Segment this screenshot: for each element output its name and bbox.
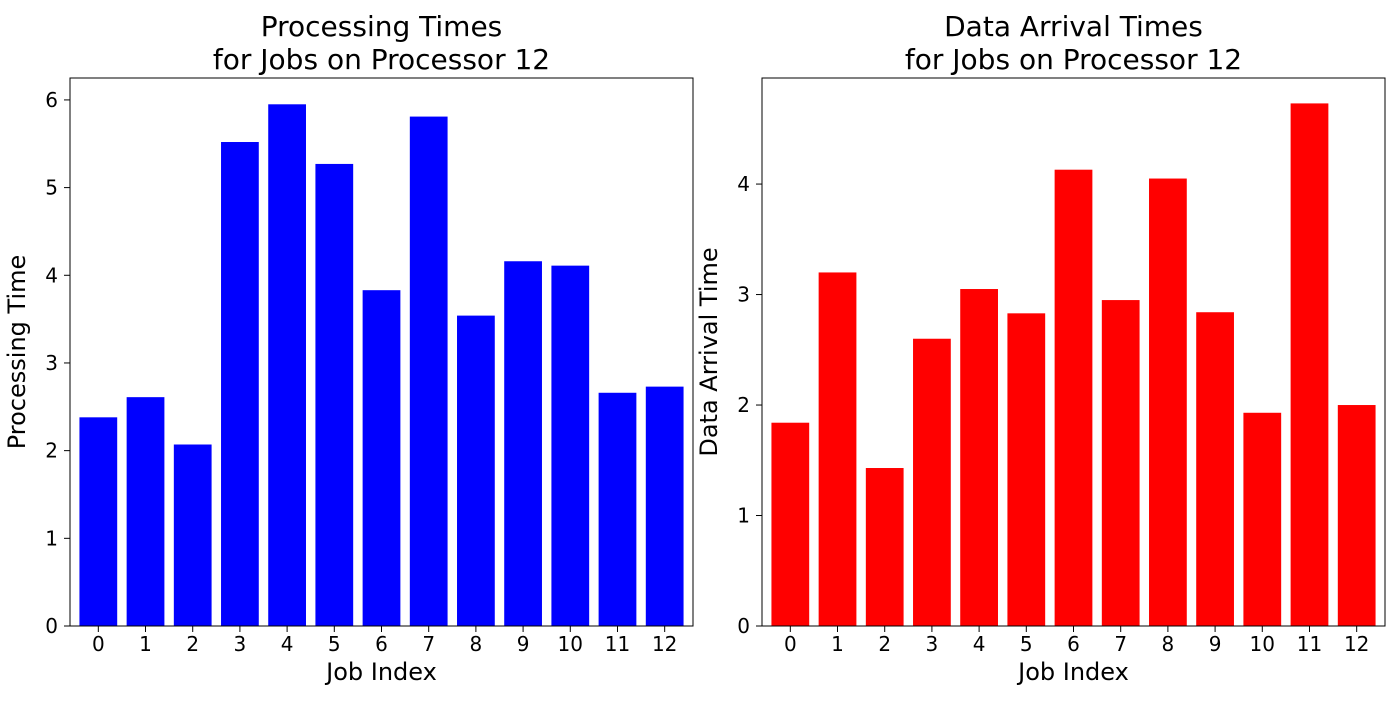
processing-bar-5 [315, 163, 354, 626]
processing-x-axis-label: Job Index [324, 658, 437, 686]
arrival-xtick-label: 5 [1020, 632, 1033, 656]
arrival-bar-2 [865, 468, 904, 626]
arrival-bar-4 [960, 289, 998, 626]
processing-xtick-label: 4 [281, 632, 294, 656]
arrival-xtick-label: 7 [1114, 632, 1127, 656]
processing-y-axis-label: Processing Time [3, 255, 31, 450]
arrival-xtick-label: 1 [831, 632, 844, 656]
arrival-bar-1 [818, 272, 857, 626]
arrival-ytick-label: 4 [737, 172, 750, 196]
processing-ytick-label: 5 [45, 176, 58, 200]
processing-ytick-label: 3 [45, 351, 58, 375]
arrival-ytick-label: 1 [737, 504, 750, 528]
arrival-y-axis-label: Data Arrival Time [695, 247, 723, 456]
processing-bar-6 [362, 290, 401, 626]
processing-title-line: Processing Times [261, 10, 503, 43]
processing-xtick-label: 7 [422, 632, 435, 656]
processing-ytick-label: 2 [45, 439, 58, 463]
processing-ytick-label: 1 [45, 526, 58, 550]
arrival-xtick-label: 3 [926, 632, 939, 656]
processing-bar-2 [173, 444, 212, 626]
processing-xtick-label: 12 [652, 632, 677, 656]
processing-ytick-label: 6 [45, 88, 58, 112]
arrival-xtick-label: 6 [1067, 632, 1080, 656]
arrival-bar-10 [1243, 412, 1282, 626]
arrival-bar-7 [1101, 300, 1140, 626]
arrival-xtick-label: 0 [784, 632, 797, 656]
processing-bar-3 [221, 142, 259, 626]
processing-ytick-label: 0 [45, 614, 58, 638]
processing-bar-1 [126, 397, 165, 626]
arrival-bar-5 [1007, 313, 1046, 626]
processing-xtick-label: 8 [470, 632, 483, 656]
arrival-bar-12 [1337, 405, 1376, 626]
processing-bar-10 [551, 265, 590, 626]
processing-xtick-label: 10 [558, 632, 583, 656]
arrival-xtick-label: 9 [1209, 632, 1222, 656]
arrival-ytick-label: 3 [737, 283, 750, 307]
arrival-xtick-label: 12 [1344, 632, 1369, 656]
processing-bar-12 [645, 386, 684, 626]
arrival-title-line: for Jobs on Processor 12 [905, 43, 1242, 76]
arrival-xtick-label: 4 [973, 632, 986, 656]
processing-bar-4 [268, 104, 306, 627]
processing-chart-title: Processing Times for Jobs on Processor 12 [213, 10, 550, 76]
processing-xtick-label: 9 [517, 632, 530, 656]
processing-xtick-label: 2 [186, 632, 199, 656]
processing-xtick-label: 6 [375, 632, 388, 656]
processing-xtick-label: 3 [234, 632, 247, 656]
processing-bar-8 [457, 315, 495, 626]
arrival-bar-3 [913, 338, 951, 626]
processing-bar-0 [79, 417, 118, 626]
processing-xtick-label: 1 [139, 632, 152, 656]
arrival-bar-11 [1290, 103, 1329, 626]
arrival-ytick-label: 0 [737, 614, 750, 638]
processing-xtick-label: 0 [92, 632, 105, 656]
processing-xtick-label: 5 [328, 632, 341, 656]
arrival-title-line: Data Arrival Times [944, 10, 1203, 43]
processing-bar-9 [504, 261, 542, 626]
processing-bar-7 [409, 116, 448, 626]
arrival-bar-6 [1054, 169, 1093, 626]
arrival-ytick-label: 2 [737, 393, 750, 417]
arrival-xtick-label: 10 [1250, 632, 1275, 656]
arrival-bar-0 [771, 422, 810, 626]
arrival-x-axis-label: Job Index [1016, 658, 1129, 686]
arrival-bar-8 [1149, 178, 1187, 627]
arrival-xtick-label: 2 [878, 632, 891, 656]
processing-title-line: for Jobs on Processor 12 [213, 43, 550, 76]
processing-ytick-label: 4 [45, 263, 58, 287]
arrival-bar-9 [1196, 312, 1234, 626]
processing-bar-11 [598, 392, 637, 626]
arrival-chart-title: Data Arrival Times for Jobs on Processor … [905, 10, 1242, 76]
arrival-xtick-label: 11 [1297, 632, 1322, 656]
arrival-xtick-label: 8 [1162, 632, 1175, 656]
processing-xtick-label: 11 [605, 632, 630, 656]
